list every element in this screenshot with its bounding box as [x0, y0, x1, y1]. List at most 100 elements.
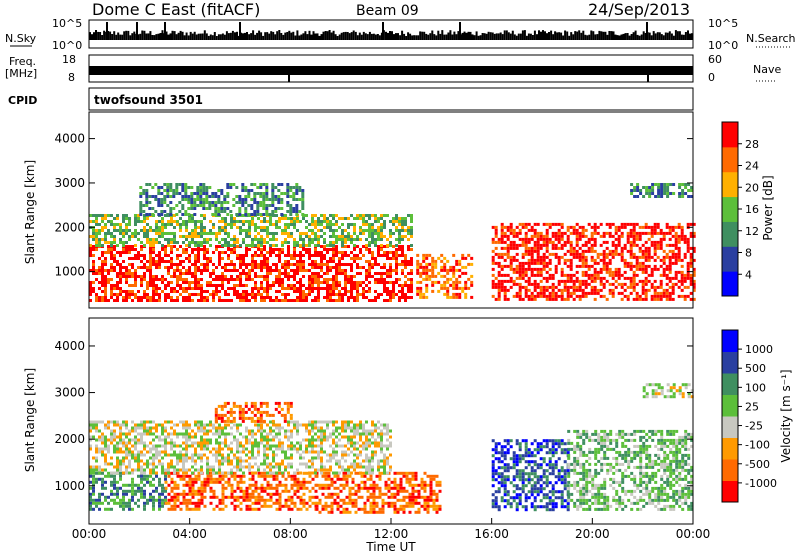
power-cell	[569, 291, 573, 295]
velocity-cell	[399, 498, 403, 502]
power-cell	[578, 234, 582, 238]
power-cell	[116, 244, 119, 247]
velocity-cell	[131, 507, 134, 511]
power-cell	[287, 251, 290, 254]
power-cell	[608, 234, 612, 238]
power-cell	[98, 223, 101, 226]
power-cell	[254, 251, 257, 254]
power-cell	[128, 257, 131, 260]
power-cell	[332, 214, 335, 217]
power-cell	[139, 204, 143, 207]
power-cell	[314, 272, 317, 275]
power-cell	[614, 267, 618, 271]
noise-sample	[99, 32, 102, 40]
power-cell	[503, 285, 507, 289]
velocity-cell	[101, 438, 104, 442]
power-cell	[311, 266, 314, 269]
power-colorbar-tick-label: 28	[745, 138, 759, 151]
power-cell	[401, 229, 404, 232]
power-cell	[518, 294, 522, 298]
power-cell	[194, 244, 197, 247]
velocity-cell	[369, 504, 373, 508]
power-cell	[296, 260, 299, 263]
power-cell	[269, 244, 272, 247]
power-cell	[148, 213, 152, 216]
power-cell	[203, 226, 206, 229]
power-cell	[524, 294, 528, 298]
power-cell	[152, 248, 155, 251]
power-cell	[509, 228, 513, 232]
velocity-cell	[402, 495, 406, 499]
power-cell	[416, 259, 420, 263]
power-cell	[350, 284, 353, 287]
power-cell	[623, 270, 627, 274]
power-cell	[175, 204, 179, 207]
power-cell	[200, 278, 203, 281]
velocity-cell	[245, 507, 249, 511]
power-cell	[128, 269, 131, 272]
power-cell	[674, 237, 678, 241]
power-cell	[263, 229, 266, 232]
power-cell	[653, 279, 657, 283]
velocity-cell	[149, 495, 152, 499]
power-cell	[326, 266, 329, 269]
power-cell	[629, 243, 633, 247]
power-cell	[164, 238, 167, 241]
velocity-cell	[227, 483, 231, 487]
power-cell	[320, 269, 323, 272]
velocity-cell	[408, 477, 412, 481]
power-cell	[185, 278, 188, 281]
power-cell	[254, 254, 257, 257]
noise-sample	[362, 31, 365, 40]
power-cell	[581, 264, 585, 268]
power-cell	[692, 285, 696, 289]
power-cell	[289, 186, 293, 189]
power-cell	[506, 225, 510, 229]
power-cell	[206, 296, 209, 299]
power-cell	[617, 234, 621, 238]
power-cell	[563, 240, 567, 244]
power-cell	[581, 294, 585, 298]
power-cell	[247, 204, 251, 207]
power-cell	[248, 220, 251, 223]
power-cell	[341, 287, 344, 290]
power-cell	[449, 295, 453, 299]
power-cell	[350, 251, 353, 254]
power-cell	[323, 217, 326, 220]
power-cell	[254, 293, 257, 296]
power-cell	[662, 288, 666, 292]
power-cell	[272, 284, 275, 287]
velocity-cell	[230, 501, 234, 505]
velocity-cell	[137, 474, 140, 478]
power-cell	[190, 192, 194, 195]
power-cell	[182, 220, 185, 223]
power-cell	[689, 258, 693, 262]
noise-sample	[389, 31, 391, 40]
power-cell	[518, 243, 522, 247]
power-cell	[122, 272, 125, 275]
power-cell	[149, 260, 152, 263]
power-cell	[527, 258, 531, 262]
velocity-cell	[173, 504, 177, 508]
power-cell	[179, 223, 182, 226]
power-cell	[518, 297, 522, 301]
velocity-cell	[131, 483, 134, 487]
noise-sample	[423, 31, 426, 40]
power-cell	[134, 278, 137, 281]
power-cell	[218, 226, 221, 229]
power-cell	[170, 223, 173, 226]
noise-sample	[676, 31, 679, 40]
power-cell	[671, 255, 675, 259]
power-cell	[254, 229, 257, 232]
power-cell	[392, 217, 395, 220]
power-colorbar-swatch	[722, 246, 738, 272]
power-cell	[620, 249, 624, 253]
power-cell	[92, 281, 95, 284]
noise-sample	[600, 31, 603, 40]
power-cell	[95, 232, 98, 235]
power-cell	[332, 223, 335, 226]
power-cell	[584, 258, 588, 262]
power-cell	[218, 278, 221, 281]
power-cell	[623, 258, 627, 262]
power-cell	[101, 226, 104, 229]
